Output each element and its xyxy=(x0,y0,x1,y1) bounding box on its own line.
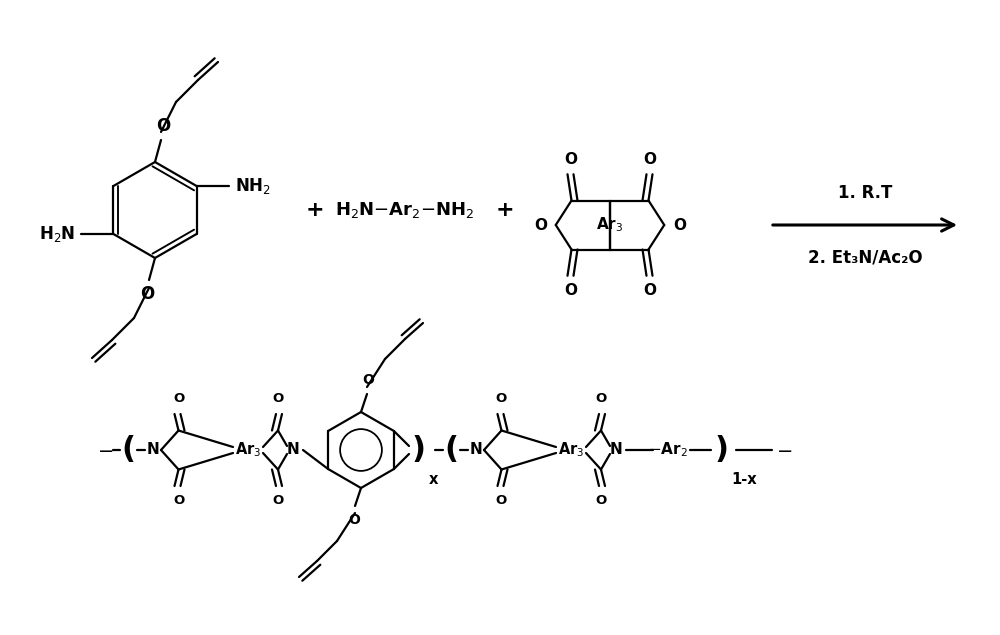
Text: $-$Ar$_2$: $-$Ar$_2$ xyxy=(648,441,688,459)
Text: O: O xyxy=(534,218,547,232)
Text: Ar$_3$: Ar$_3$ xyxy=(558,441,584,459)
Text: x: x xyxy=(428,472,438,488)
Text: N: N xyxy=(287,443,299,457)
Text: O: O xyxy=(272,392,284,406)
Text: 1. R.T: 1. R.T xyxy=(838,184,892,202)
Text: $-$: $-$ xyxy=(97,441,113,460)
Text: ): ) xyxy=(715,436,729,464)
Text: Ar$_3$: Ar$_3$ xyxy=(596,216,624,234)
Text: O: O xyxy=(173,392,184,406)
Text: Ar$_3$: Ar$_3$ xyxy=(235,441,261,459)
Text: $-$: $-$ xyxy=(776,441,792,460)
Text: N: N xyxy=(470,443,482,457)
Text: +: + xyxy=(496,200,514,220)
Text: O: O xyxy=(496,495,507,507)
Text: (: ( xyxy=(121,436,135,464)
Text: ): ) xyxy=(412,436,426,464)
Text: O: O xyxy=(156,117,170,135)
Text: O: O xyxy=(595,392,607,406)
Text: O: O xyxy=(496,392,507,406)
Text: O: O xyxy=(272,495,284,507)
Text: O: O xyxy=(173,495,184,507)
Text: O: O xyxy=(564,152,577,167)
Text: +: + xyxy=(306,200,324,220)
Text: N: N xyxy=(147,443,159,457)
Text: O: O xyxy=(595,495,607,507)
Text: NH$_2$: NH$_2$ xyxy=(235,176,270,196)
Text: O: O xyxy=(643,283,656,298)
Text: (: ( xyxy=(444,436,458,464)
Text: O: O xyxy=(348,513,360,527)
Text: O: O xyxy=(643,152,656,167)
Text: H$_2$N$-$Ar$_2$$-$NH$_2$: H$_2$N$-$Ar$_2$$-$NH$_2$ xyxy=(335,200,475,220)
Text: O: O xyxy=(673,218,686,232)
Text: O: O xyxy=(564,283,577,298)
Text: O: O xyxy=(362,373,374,387)
Text: 2. Et₃N/Ac₂O: 2. Et₃N/Ac₂O xyxy=(808,248,922,266)
Text: H$_2$N: H$_2$N xyxy=(39,224,75,244)
Text: O: O xyxy=(140,285,154,303)
Text: N: N xyxy=(610,443,622,457)
Text: 1-x: 1-x xyxy=(731,472,757,488)
